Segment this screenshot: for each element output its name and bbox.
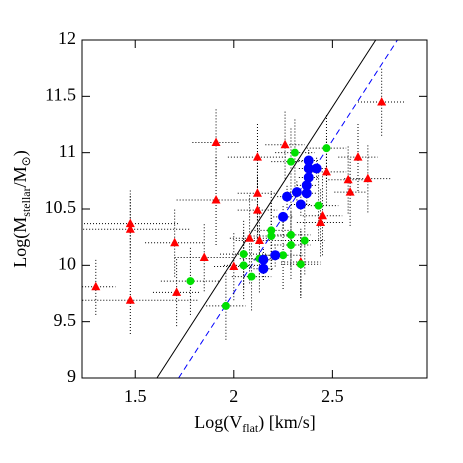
circle-point xyxy=(303,155,314,166)
triangle-point xyxy=(91,281,101,291)
circle-point xyxy=(286,241,295,250)
circle-point xyxy=(290,148,299,157)
circle-point xyxy=(186,277,195,286)
x-axis-label: Log(Vflat) [km/s] xyxy=(194,412,316,435)
circle-point xyxy=(258,254,269,265)
triangle-point xyxy=(345,187,355,196)
triangle-point xyxy=(211,137,221,147)
y-tick-label: 10 xyxy=(58,253,76,273)
triangle-point xyxy=(245,233,255,242)
triangle-point xyxy=(172,287,182,296)
plot-area xyxy=(82,40,406,378)
circle-point xyxy=(322,144,331,153)
triangle-point xyxy=(363,173,373,183)
triangle-point xyxy=(343,174,353,184)
circle-point xyxy=(239,250,248,259)
frame xyxy=(81,39,428,379)
circle-point xyxy=(303,172,314,183)
y-tick-label: 9 xyxy=(67,366,76,386)
x-label-part: ) [km/s] xyxy=(258,412,316,433)
triangle-point xyxy=(229,261,239,270)
y-label-part: ) xyxy=(10,150,31,156)
circle-point xyxy=(296,260,305,269)
triangle-point xyxy=(125,218,135,228)
y-tick-label: 11 xyxy=(59,141,76,161)
y-label-part: /M xyxy=(10,166,30,187)
triangle-point xyxy=(252,205,262,214)
triangle-point xyxy=(170,237,180,247)
circle-point xyxy=(311,163,322,174)
y-label-sub: stellar xyxy=(19,187,33,216)
circle-point xyxy=(291,187,302,198)
y-label-sub: ⊙ xyxy=(19,156,33,166)
circle-point xyxy=(239,261,248,270)
circle-point xyxy=(258,263,269,274)
circle-point xyxy=(286,230,295,239)
triangle-point xyxy=(353,152,363,161)
circle-point xyxy=(295,199,306,210)
x-tick-label: 2 xyxy=(229,386,238,406)
triangle-point xyxy=(377,96,387,106)
x-tick-label: 1.5 xyxy=(124,386,147,406)
circle-point xyxy=(282,191,293,202)
circle-point xyxy=(300,236,309,245)
circle-point xyxy=(267,226,276,235)
x-label-sub: flat xyxy=(242,421,259,435)
triangle-point xyxy=(316,217,326,227)
y-tick-label: 12 xyxy=(58,28,76,48)
x-label-part: Log(V xyxy=(194,412,242,433)
circle-point xyxy=(270,250,281,261)
triangle-point xyxy=(254,235,264,245)
triangle-point xyxy=(125,295,135,304)
circle-point xyxy=(279,251,288,260)
x-tick-label: 2.5 xyxy=(321,386,344,406)
circle-point xyxy=(221,301,230,310)
circle-point xyxy=(301,180,312,191)
triangle-point xyxy=(125,224,135,233)
circle-point xyxy=(286,157,295,166)
circle-point xyxy=(278,211,289,222)
y-axis-label: Log(Mstellar/M⊙) xyxy=(10,150,33,267)
circle-point xyxy=(267,232,276,241)
circle-point xyxy=(314,201,323,210)
circle-point xyxy=(247,272,256,281)
circle-point xyxy=(301,188,312,199)
y-tick-label: 9.5 xyxy=(54,310,77,330)
fit-line xyxy=(156,40,377,378)
y-tick-label: 11.5 xyxy=(45,84,76,104)
triangle-point xyxy=(211,194,221,204)
y-tick-label: 10.5 xyxy=(45,197,77,217)
triangle-point xyxy=(199,252,209,261)
y-label-part: Log(M xyxy=(10,217,31,268)
triangle-point xyxy=(321,166,331,176)
triangle-point xyxy=(252,188,262,197)
triangle-point xyxy=(252,152,262,161)
fit-line xyxy=(178,40,398,378)
circle-point xyxy=(303,163,314,174)
triangle-point xyxy=(280,139,290,149)
triangle-point xyxy=(318,210,328,220)
